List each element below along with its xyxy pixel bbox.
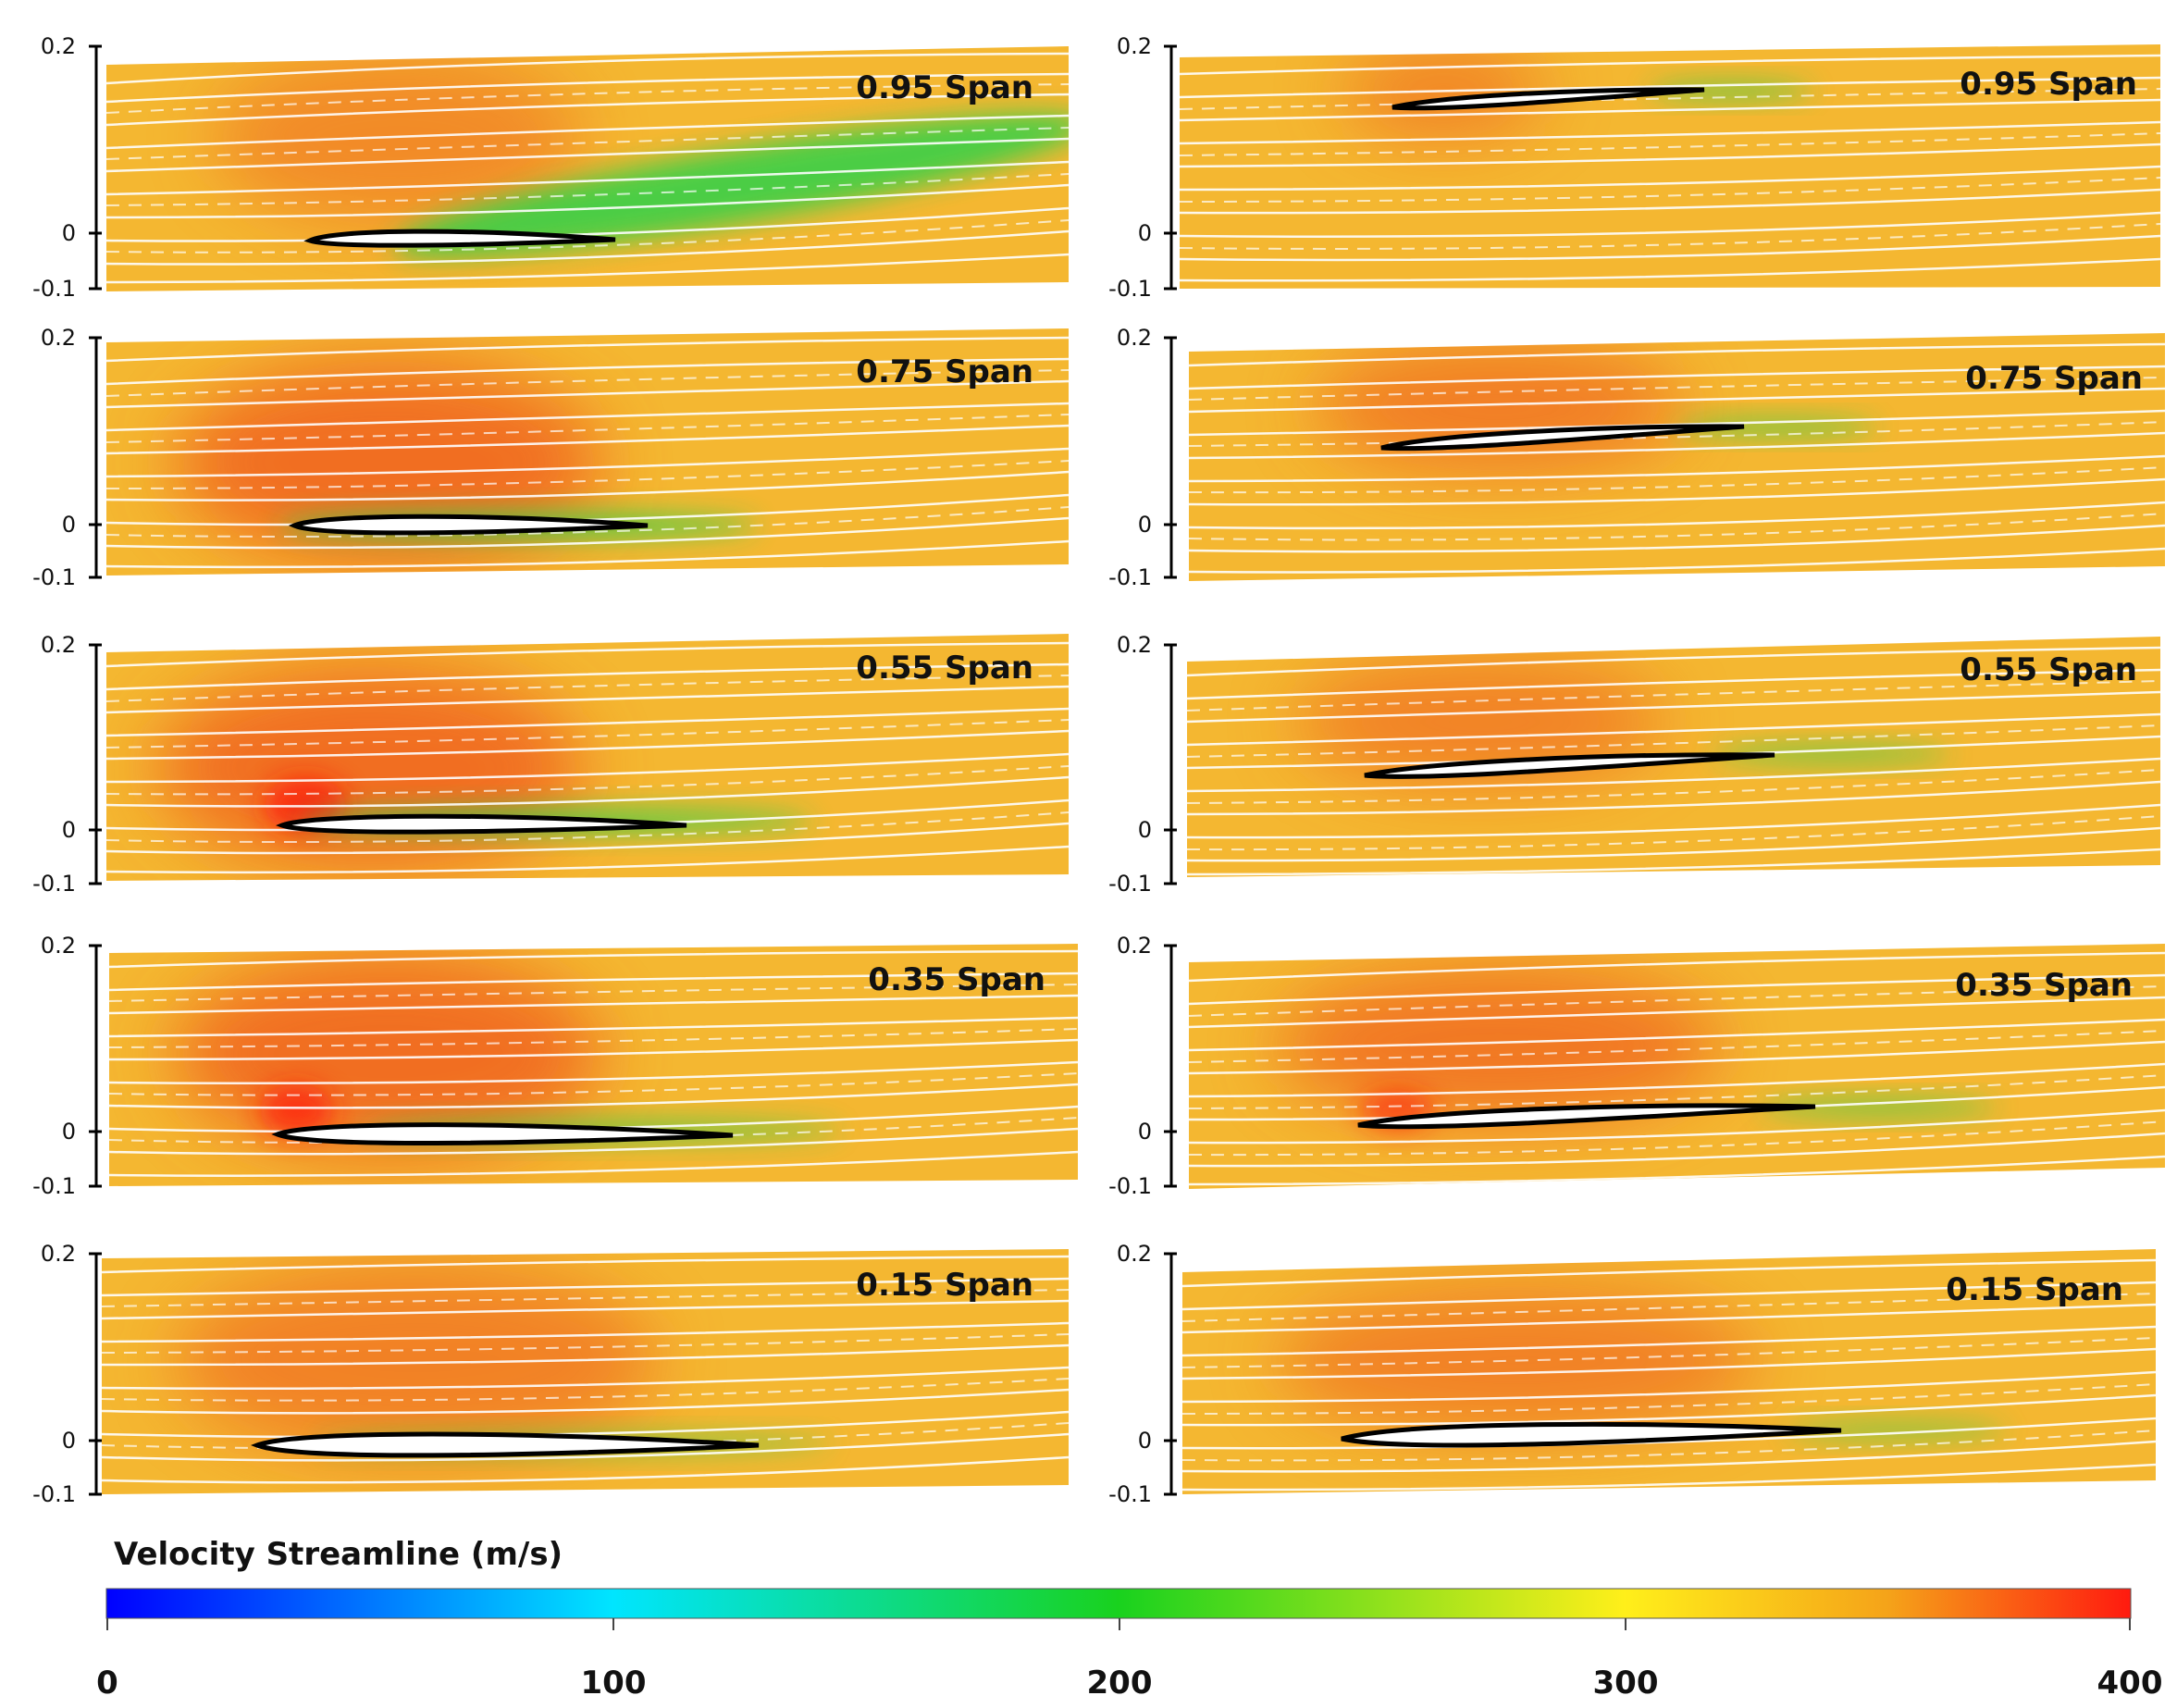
panel-left-0-95-span: 0.2 0 -0.1 0.95 Span — [32, 33, 1069, 302]
airfoil — [250, 1431, 760, 1458]
y-tick-neg-0.1: -0.1 — [1108, 871, 1152, 897]
airfoil — [1380, 424, 1745, 452]
colorbar-tick-100: 100 — [581, 1665, 647, 1702]
colorbar-ticks — [106, 1618, 2131, 1630]
span-label: 0.75 Span — [1965, 360, 2143, 397]
panel-right-0-95-span: 0.2 0 -0.1 0.95 Span — [1108, 33, 2160, 302]
y-tick-0.2: 0.2 — [41, 325, 76, 351]
y-tick-0.2: 0.2 — [41, 33, 76, 59]
span-label: 0.55 Span — [1960, 651, 2137, 688]
y-tick-neg-0.1: -0.1 — [1108, 276, 1152, 302]
y-tick-neg-0.1: -0.1 — [1108, 1481, 1152, 1507]
y-tick-0.2: 0.2 — [1117, 1241, 1152, 1267]
y-tick-0: 0 — [62, 1428, 76, 1454]
colorbar-tick-400: 400 — [2097, 1665, 2163, 1702]
span-label: 0.95 Span — [1960, 66, 2137, 103]
panel-right-0-35-span: 0.2 0 -0.1 0.35 Span — [1108, 933, 2165, 1199]
y-tick-0.2: 0.2 — [41, 933, 76, 959]
span-label: 0.75 Span — [856, 353, 1033, 390]
y-tick-0: 0 — [1138, 1119, 1152, 1145]
panel-right-0-15-span: 0.2 0 -0.1 0.15 Span — [1108, 1241, 2156, 1507]
y-tick-0: 0 — [1138, 817, 1152, 843]
y-tick-0.2: 0.2 — [41, 632, 76, 658]
y-tick-neg-0.1: -0.1 — [1108, 564, 1152, 590]
airfoil — [1364, 752, 1775, 779]
y-tick-0: 0 — [62, 512, 76, 538]
y-tick-0: 0 — [1138, 512, 1152, 538]
span-label: 0.15 Span — [1946, 1271, 2123, 1308]
colorbar-title: Velocity Streamline (m/s) — [114, 1536, 563, 1573]
y-tick-neg-0.1: -0.1 — [32, 564, 76, 590]
colorbar: Velocity Streamline (m/s) 0 100 200 300 … — [96, 1536, 2162, 1702]
airfoil — [1392, 87, 1705, 111]
y-tick-0.2: 0.2 — [1117, 632, 1152, 658]
span-label: 0.35 Span — [1955, 967, 2133, 1004]
airfoil — [271, 1122, 734, 1146]
y-tick-0: 0 — [1138, 220, 1152, 246]
y-tick-neg-0.1: -0.1 — [32, 1481, 76, 1507]
y-tick-neg-0.1: -0.1 — [1108, 1173, 1152, 1199]
y-tick-0: 0 — [62, 1119, 76, 1145]
airfoil — [288, 514, 649, 536]
colorbar-tick-200: 200 — [1087, 1665, 1153, 1702]
y-tick-neg-0.1: -0.1 — [32, 276, 76, 302]
panel-left-0-35-span: 0.2 0 -0.1 0.35 Span — [32, 933, 1078, 1199]
span-label: 0.15 Span — [856, 1267, 1033, 1304]
panel-right-0-75-span: 0.2 0 -0.1 0.75 Span — [1108, 325, 2165, 590]
airfoil — [275, 813, 687, 835]
panel-left-0-15-span: 0.2 0 -0.1 0.15 Span — [32, 1241, 1069, 1507]
panel-left-0-55-span: 0.2 0 -0.1 0.55 Span — [32, 632, 1069, 897]
span-label: 0.55 Span — [856, 650, 1033, 687]
airfoil — [303, 229, 616, 248]
y-tick-0.2: 0.2 — [1117, 933, 1152, 959]
airfoil — [1341, 1421, 1842, 1448]
y-tick-0: 0 — [1138, 1428, 1152, 1454]
y-tick-0.2: 0.2 — [1117, 33, 1152, 59]
y-tick-neg-0.1: -0.1 — [32, 871, 76, 897]
y-tick-neg-0.1: -0.1 — [32, 1173, 76, 1199]
colorbar-tick-300: 300 — [1593, 1665, 1659, 1702]
y-tick-0.2: 0.2 — [1117, 325, 1152, 351]
span-label: 0.35 Span — [868, 961, 1045, 998]
airfoil — [1357, 1103, 1816, 1130]
colorbar-tick-0: 0 — [96, 1665, 118, 1702]
y-tick-0: 0 — [62, 220, 76, 246]
span-label: 0.95 Span — [856, 69, 1033, 106]
panel-right-0-55-span: 0.2 0 -0.1 0.55 Span — [1108, 632, 2160, 897]
colorbar-gradient — [105, 1588, 2132, 1619]
y-tick-0.2: 0.2 — [41, 1241, 76, 1267]
y-tick-0: 0 — [62, 817, 76, 843]
panel-left-0-75-span: 0.2 0 -0.1 0.75 Span — [32, 325, 1069, 590]
